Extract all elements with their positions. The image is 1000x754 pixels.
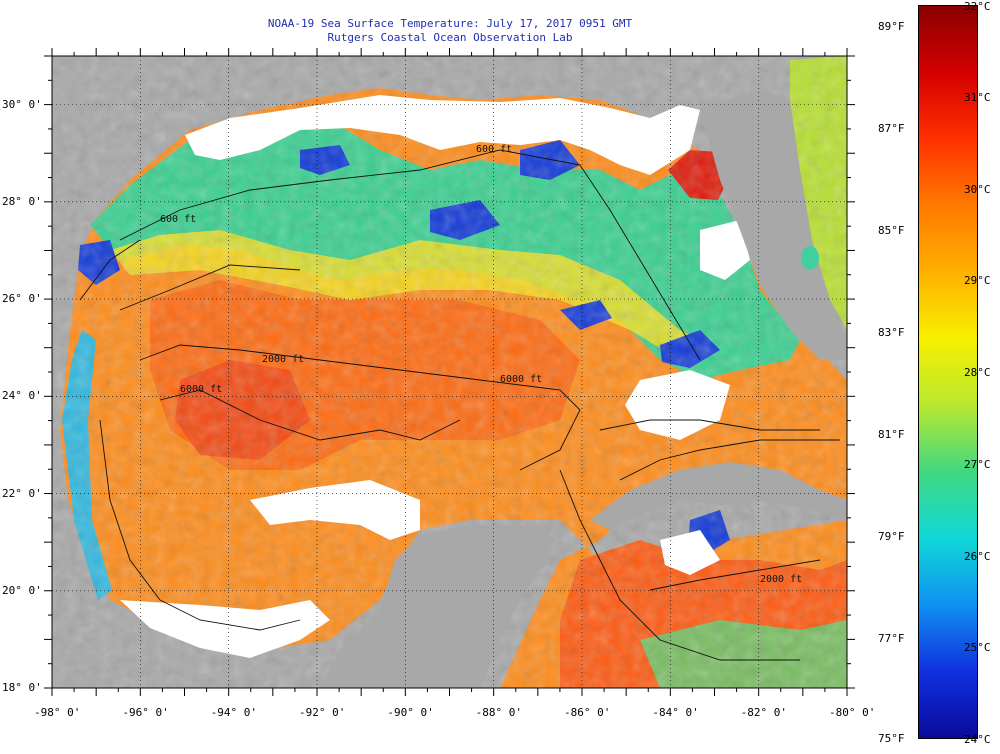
longitude-tick-label: -86° 0' [564,706,611,719]
latitude-tick-label: 18° 0' [2,681,42,694]
celsius-label: 29°C [964,274,991,288]
celsius-label: 26°C [964,549,991,563]
contour-label: 2000 ft [760,574,802,585]
color-scale-bar [918,5,978,739]
longitude-tick-label: -90° 0' [387,706,434,719]
latitude-tick-label: 28° 0' [2,194,42,208]
cloud-bay-campeche [120,600,330,658]
map-subtitle: Rutgers Coastal Ocean Observation Lab [327,31,573,44]
longitude-tick-label: -82° 0' [740,706,788,719]
longitude-tick-label: -96° 0' [122,706,169,719]
fahrenheit-label: 89°F [878,20,905,33]
fahrenheit-label: 81°F [878,428,905,441]
longitude-tick-label: -88° 0' [475,706,523,719]
latitude-tick-label: 24° 0' [2,389,42,403]
axis-ticks [44,48,855,696]
florida-land [700,90,847,360]
fahrenheit-label: 77°F [878,632,905,645]
fahrenheit-label: 79°F [878,530,905,543]
cloud-florida-sw [625,370,730,440]
celsius-label: 24°C [964,733,991,746]
bathymetry-contours [79,149,840,661]
latitude-tick-label: 22° 0' [2,486,42,500]
cuba-land [590,462,847,530]
cloud-cuba [660,530,720,575]
cloud-yucatan [250,480,420,540]
contour-label: 2000 ft [262,354,304,365]
celsius-label: 27°C [964,457,991,471]
celsius-label: 28°C [964,366,991,379]
fahrenheit-label: 87°F [878,122,905,135]
graticule [52,56,847,688]
celsius-label: 31°C [964,90,991,104]
latitude-tick-label: 26° 0' [2,292,42,306]
celsius-label: 32°C [964,0,991,13]
contour-labels: 600 ft 600 ft 2000 ft 6000 ft 6000 ft 20… [160,144,802,585]
fahrenheit-label: 83°F [878,326,905,339]
longitude-tick-label: -80° 0' [829,706,876,719]
longitude-tick-label: -94° 0' [210,706,258,719]
fahrenheit-label: 75°F [878,732,905,745]
latitude-tick-label: 30° 0' [2,97,42,111]
contour-label: 6000 ft [180,384,222,395]
lake-okeechobee [801,246,819,270]
celsius-label: 25°C [964,641,991,655]
celsius-label: 30°C [964,182,991,196]
fahrenheit-label: 85°F [878,224,905,237]
latitude-tick-label: 20° 0' [2,583,42,597]
yucatan-land [320,525,555,688]
cloud-north-coast [185,95,700,175]
cloud-east [700,220,750,280]
longitude-tick-label: -98° 0' [34,706,81,719]
contour-label: 6000 ft [500,374,542,385]
map-title: NOAA-19 Sea Surface Temperature: July 17… [267,17,633,30]
contour-label: 600 ft [476,144,512,155]
longitude-tick-label: -92° 0' [299,706,346,719]
longitude-tick-label: -84° 0' [652,706,699,719]
contour-label: 600 ft [160,214,196,225]
